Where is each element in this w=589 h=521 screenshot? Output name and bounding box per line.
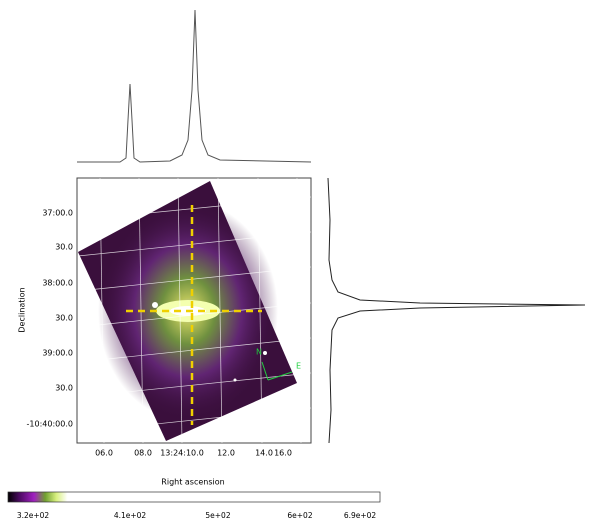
y-tick-label: -10:40:00.0 — [27, 420, 73, 429]
x-tick-label: 08.0 — [134, 449, 152, 458]
colorbar-label: 6e+02 — [287, 511, 312, 520]
page: {"viewer": { "y_axis_title": "Declinatio… — [0, 0, 589, 521]
y-tick-label: 39:00.0 — [42, 349, 73, 358]
compass-east: E — [296, 362, 301, 371]
x-tick-label: 12.0 — [217, 449, 235, 458]
colorbar-label: 4.1e+02 — [114, 511, 147, 520]
x-tick-label: 14.0 — [255, 449, 273, 458]
viewer: N E Declination Right ascension 37:00.0 3… — [0, 0, 589, 521]
colorbar-label: 3.2e+02 — [17, 511, 50, 520]
colorbar-label: 6.9e+02 — [344, 511, 377, 520]
x-tick-label: 16.0 — [274, 449, 292, 458]
y-tick-label: 30.0 — [55, 314, 73, 323]
colorbar — [8, 492, 380, 502]
y-tick-label: 30.0 — [55, 243, 73, 252]
compass-north: N — [256, 348, 262, 357]
y-profile — [328, 178, 585, 443]
y-tick-label: 30.0 — [55, 384, 73, 393]
star — [263, 351, 267, 355]
star — [152, 302, 158, 308]
y-axis-title: Declination — [18, 287, 27, 332]
x-tick-label: 06.0 — [95, 449, 113, 458]
y-tick-label: 37:00.0 — [42, 209, 73, 218]
x-tick-label: 13:24:10.0 — [160, 449, 204, 458]
star — [234, 379, 237, 382]
x-axis-title: Right ascension — [161, 478, 224, 487]
x-profile — [77, 10, 311, 162]
colorbar-label: 5e+02 — [205, 511, 230, 520]
y-tick-label: 38:00.0 — [42, 279, 73, 288]
